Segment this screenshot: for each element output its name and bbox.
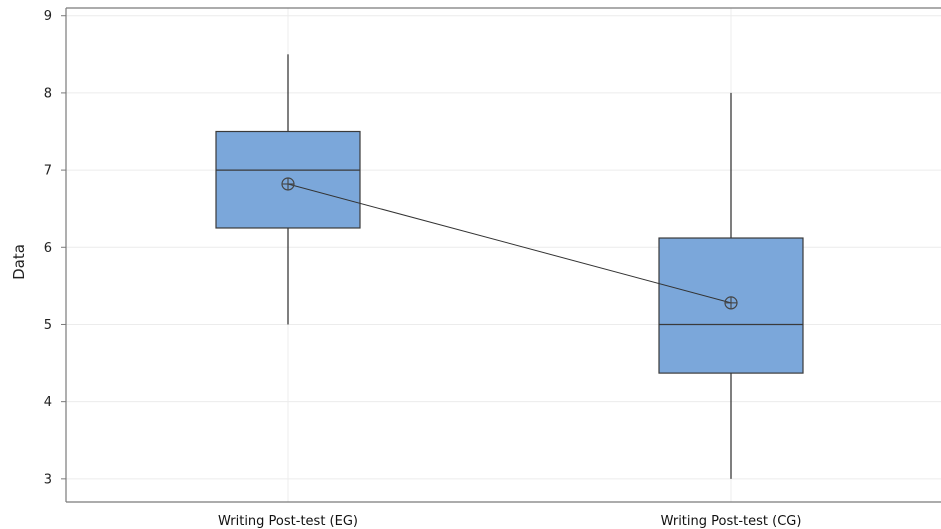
y-axis-ticks: 3 4 5 6 7 8 9 xyxy=(44,9,66,487)
y-tick-label: 5 xyxy=(44,318,52,333)
mean-marker-2 xyxy=(724,296,738,310)
x-category-label: Writing Post-test (EG) xyxy=(218,514,358,529)
boxes xyxy=(215,54,804,479)
mean-connect-line xyxy=(287,183,732,304)
y-tick-label: 7 xyxy=(44,164,52,179)
y-tick-label: 3 xyxy=(44,472,52,487)
x-category-label: Writing Post-test (CG) xyxy=(661,514,802,529)
gridlines xyxy=(66,8,941,502)
y-tick-label: 9 xyxy=(44,9,52,24)
y-axis-title: Data xyxy=(10,244,28,280)
x-axis-labels: Writing Post-test (EG) Writing Post-test … xyxy=(218,514,801,529)
mean-marker-1 xyxy=(281,177,295,191)
plot-frame xyxy=(65,7,941,503)
box-1 xyxy=(215,54,361,325)
box-2 xyxy=(658,92,804,479)
mean-markers xyxy=(281,177,738,310)
y-tick-label: 6 xyxy=(44,241,52,256)
y-tick-label: 8 xyxy=(44,86,52,101)
y-tick-label: 4 xyxy=(44,395,52,410)
